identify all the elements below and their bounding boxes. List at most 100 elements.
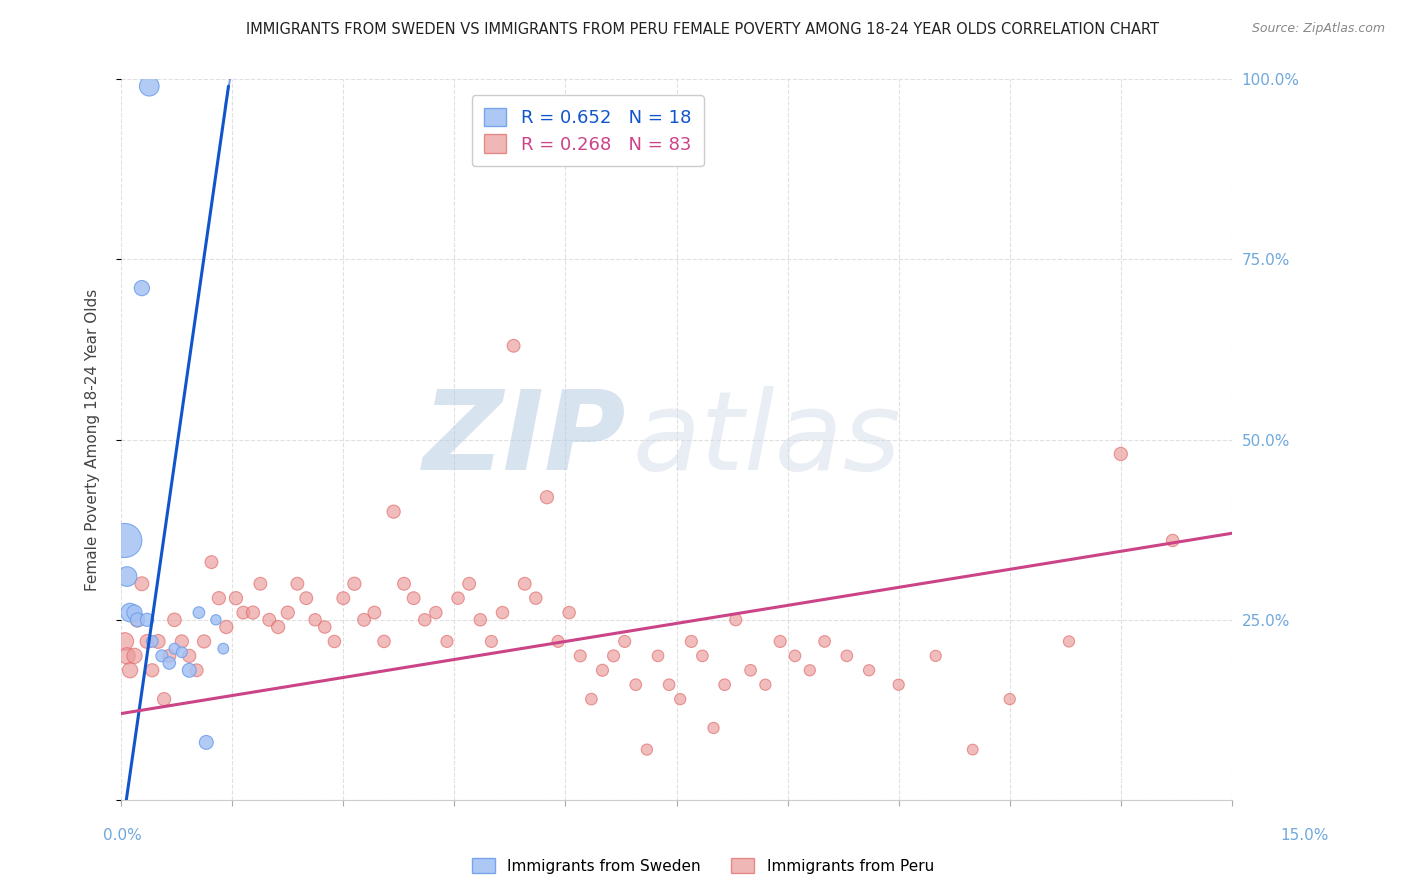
Point [150, 648, 173, 663]
Point [436, 634, 458, 648]
Point [249, 576, 271, 591]
Point [613, 634, 636, 648]
Text: IMMIGRANTS FROM SWEDEN VS IMMIGRANTS FROM PERU FEMALE POVERTY AMONG 18-24 YEAR O: IMMIGRANTS FROM SWEDEN VS IMMIGRANTS FRO… [246, 22, 1160, 37]
Point [783, 648, 806, 663]
Point [1109, 447, 1132, 461]
Point [647, 648, 669, 663]
Point [636, 742, 658, 756]
Point [205, 613, 228, 627]
Point [114, 634, 136, 648]
Point [740, 663, 762, 677]
Point [569, 648, 592, 663]
Point [624, 678, 647, 692]
Point [591, 663, 613, 677]
Point [179, 663, 201, 677]
Text: 15.0%: 15.0% [1281, 829, 1329, 843]
Point [887, 678, 910, 692]
Text: ZIP: ZIP [423, 386, 627, 493]
Point [215, 620, 238, 634]
Point [114, 533, 136, 548]
Point [692, 648, 714, 663]
Point [131, 281, 153, 295]
Point [187, 606, 209, 620]
Point [479, 634, 502, 648]
Point [225, 591, 247, 606]
Point [547, 634, 569, 648]
Point [314, 620, 336, 634]
Point [212, 641, 235, 656]
Point [127, 613, 149, 627]
Point [491, 606, 513, 620]
Point [146, 634, 169, 648]
Point [858, 663, 880, 677]
Text: Source: ZipAtlas.com: Source: ZipAtlas.com [1251, 22, 1385, 36]
Text: 0.0%: 0.0% [103, 829, 142, 843]
Point [186, 663, 208, 677]
Point [153, 692, 176, 706]
Point [242, 606, 264, 620]
Point [208, 591, 231, 606]
Point [402, 591, 425, 606]
Point [131, 576, 153, 591]
Point [998, 692, 1021, 706]
Point [115, 569, 138, 583]
Y-axis label: Female Poverty Among 18-24 Year Olds: Female Poverty Among 18-24 Year Olds [86, 288, 100, 591]
Point [813, 634, 835, 648]
Point [295, 591, 318, 606]
Point [277, 606, 299, 620]
Point [136, 613, 159, 627]
Point [157, 648, 180, 663]
Point [962, 742, 984, 756]
Point [127, 613, 149, 627]
Point [287, 576, 309, 591]
Point [353, 613, 375, 627]
Point [118, 663, 141, 677]
Point [702, 721, 724, 735]
Point [118, 606, 141, 620]
Point [343, 576, 366, 591]
Legend: Immigrants from Sweden, Immigrants from Peru: Immigrants from Sweden, Immigrants from … [465, 852, 941, 880]
Point [524, 591, 547, 606]
Point [124, 648, 146, 663]
Point [669, 692, 692, 706]
Point [179, 648, 201, 663]
Point [392, 576, 415, 591]
Point [382, 505, 405, 519]
Point [257, 613, 280, 627]
Point [138, 79, 160, 94]
Point [363, 606, 385, 620]
Point [200, 555, 222, 569]
Point [425, 606, 447, 620]
Point [681, 634, 703, 648]
Point [502, 339, 524, 353]
Point [373, 634, 395, 648]
Point [799, 663, 821, 677]
Point [195, 735, 218, 749]
Point [658, 678, 681, 692]
Point [447, 591, 470, 606]
Point [924, 648, 946, 663]
Point [413, 613, 436, 627]
Point [141, 663, 163, 677]
Point [835, 648, 858, 663]
Point [193, 634, 215, 648]
Point [332, 591, 354, 606]
Legend: R = 0.652   N = 18, R = 0.268   N = 83: R = 0.652 N = 18, R = 0.268 N = 83 [472, 95, 703, 167]
Point [754, 678, 776, 692]
Point [304, 613, 326, 627]
Point [323, 634, 346, 648]
Point [558, 606, 581, 620]
Point [536, 490, 558, 504]
Point [724, 613, 747, 627]
Point [170, 634, 193, 648]
Point [267, 620, 290, 634]
Point [141, 634, 163, 648]
Point [170, 645, 193, 659]
Point [581, 692, 603, 706]
Point [115, 648, 138, 663]
Point [124, 606, 146, 620]
Text: atlas: atlas [633, 386, 901, 493]
Point [769, 634, 792, 648]
Point [163, 641, 186, 656]
Point [232, 606, 254, 620]
